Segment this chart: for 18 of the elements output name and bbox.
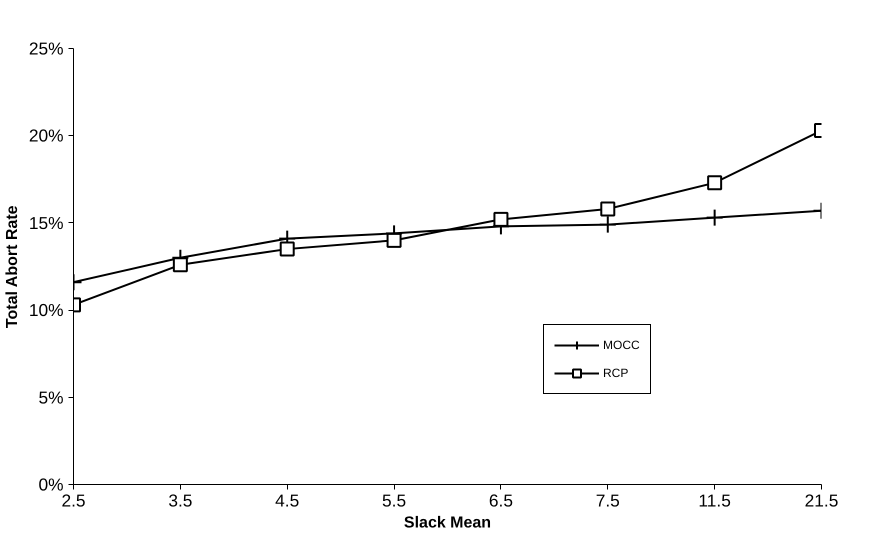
- x-tick-label: 3.5: [168, 490, 192, 510]
- x-axis-title: Slack Mean: [404, 514, 492, 532]
- y-tick-label: 5%: [38, 387, 64, 408]
- y-tick-label: 20%: [28, 126, 64, 146]
- y-tick-label: 10%: [28, 300, 64, 320]
- legend-label: MOCC: [603, 338, 640, 352]
- legend-label: RCP: [603, 366, 628, 380]
- x-tick-label: 2.5: [61, 490, 86, 510]
- y-tick-label: 25%: [28, 38, 64, 58]
- x-tick-label: 5.5: [382, 490, 406, 510]
- x-tick-label: 6.5: [488, 490, 513, 510]
- y-tick-label: 15%: [28, 212, 64, 233]
- x-tick-label: 7.5: [596, 490, 620, 510]
- y-tick-label: 0%: [38, 474, 64, 494]
- x-tick-label: 21.5: [804, 490, 838, 510]
- y-axis-title: Total Abort Rate: [4, 205, 21, 328]
- x-tick-label: 4.5: [275, 490, 300, 510]
- x-tick-label: 11.5: [698, 490, 731, 510]
